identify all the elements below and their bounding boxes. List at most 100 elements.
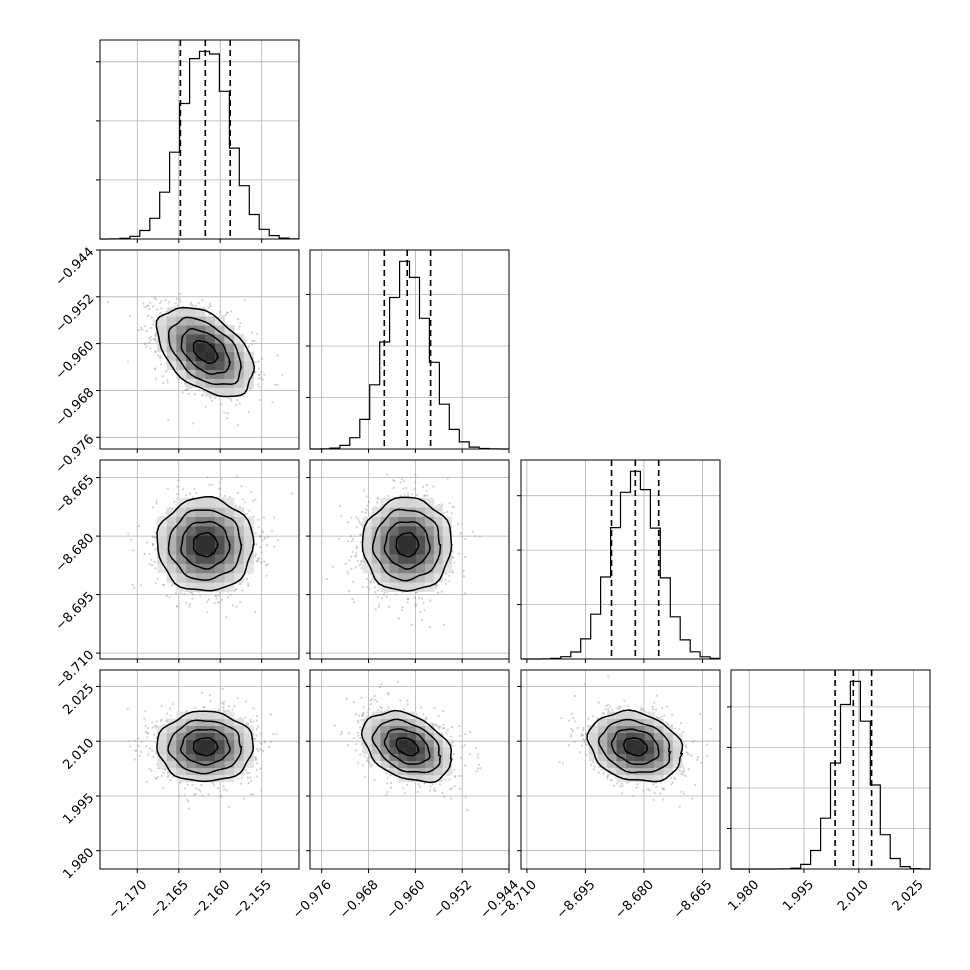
sample-point — [571, 729, 575, 733]
sample-point — [386, 782, 389, 785]
density-cell — [616, 739, 627, 748]
sample-point — [434, 586, 437, 589]
sample-point — [471, 530, 474, 533]
density-cell — [234, 334, 245, 344]
sample-point — [257, 367, 260, 370]
density-cell — [176, 732, 187, 741]
sample-point — [202, 390, 205, 393]
sample-point — [171, 775, 174, 779]
sample-point — [231, 708, 234, 711]
sample-point — [359, 533, 362, 536]
sample-point — [582, 738, 585, 741]
sample-point — [209, 305, 212, 308]
panel-frame — [520, 669, 721, 870]
contour-line — [361, 496, 453, 592]
density-cell — [616, 746, 627, 755]
x-tick-label: 2.010 — [835, 877, 872, 914]
sample-point — [184, 787, 187, 790]
density-cell — [214, 760, 225, 769]
sample-point — [181, 391, 184, 394]
sample-point — [248, 509, 251, 512]
density-cell — [398, 711, 408, 719]
sample-point — [360, 523, 364, 527]
density-cell — [672, 746, 683, 755]
density-cell — [186, 760, 197, 769]
sample-point — [235, 504, 238, 507]
sample-point — [446, 729, 449, 732]
density-cell — [186, 351, 197, 362]
sample-point — [255, 560, 258, 563]
sample-point — [655, 716, 658, 719]
density-cell — [166, 739, 177, 748]
sample-point — [137, 737, 140, 740]
sample-point — [259, 535, 262, 538]
sample-point — [348, 559, 351, 562]
sample-point — [132, 549, 135, 552]
sample-point — [255, 719, 258, 722]
sample-point — [357, 734, 360, 737]
density-cell — [442, 535, 452, 546]
sample-point — [197, 388, 200, 392]
contour-line — [180, 327, 232, 376]
sample-point — [432, 723, 435, 726]
density-cell — [407, 525, 417, 536]
density-cell — [607, 760, 617, 769]
sample-point — [444, 582, 447, 586]
sample-point — [247, 345, 250, 348]
sample-point — [681, 773, 684, 776]
sample-point — [149, 301, 152, 304]
sample-point — [632, 794, 635, 797]
density-cell — [362, 525, 372, 536]
density-cell — [176, 563, 187, 574]
density-cell — [195, 325, 206, 335]
density-cell — [371, 739, 381, 748]
density-cell — [205, 582, 216, 592]
density-cell — [234, 554, 245, 564]
sample-point — [258, 386, 261, 389]
sample-point — [151, 305, 155, 308]
density-cell — [224, 563, 235, 574]
density-cell — [243, 535, 254, 546]
sample-point — [270, 529, 274, 533]
sample-point — [178, 794, 181, 797]
sample-point — [256, 775, 259, 778]
density-cell — [362, 746, 372, 755]
sample-point — [151, 726, 154, 729]
density-cell — [362, 535, 372, 546]
density-cell — [234, 572, 245, 583]
sample-point — [475, 770, 478, 773]
sample-point — [421, 619, 424, 622]
sample-point — [659, 792, 662, 795]
sample-point — [432, 789, 435, 792]
sample-point — [365, 577, 368, 581]
sample-point — [356, 731, 359, 734]
sample-point — [135, 749, 138, 752]
sample-point — [360, 567, 363, 570]
sample-point — [254, 532, 257, 535]
sample-point — [147, 314, 150, 317]
sample-point — [256, 559, 259, 563]
density-cell — [186, 774, 197, 783]
density-cell — [380, 525, 390, 536]
sample-point — [152, 535, 155, 538]
sample-point — [253, 555, 256, 558]
sample-point — [684, 774, 687, 778]
sample-point — [414, 481, 417, 484]
density-cell — [224, 711, 235, 719]
sample-point — [406, 783, 409, 787]
sample-point — [146, 541, 149, 544]
sample-point — [430, 722, 433, 725]
density-cell — [398, 739, 408, 748]
sample-point — [217, 786, 220, 790]
sample-point — [206, 611, 209, 614]
sample-point — [148, 336, 151, 340]
sample-point — [263, 536, 266, 540]
density-cell — [166, 316, 177, 326]
density-cell — [433, 774, 444, 783]
sample-point — [678, 805, 681, 808]
sample-point — [414, 604, 417, 608]
density-cell — [407, 732, 417, 741]
density-cell — [416, 507, 426, 517]
sample-point — [451, 571, 455, 574]
sample-point — [348, 732, 351, 735]
